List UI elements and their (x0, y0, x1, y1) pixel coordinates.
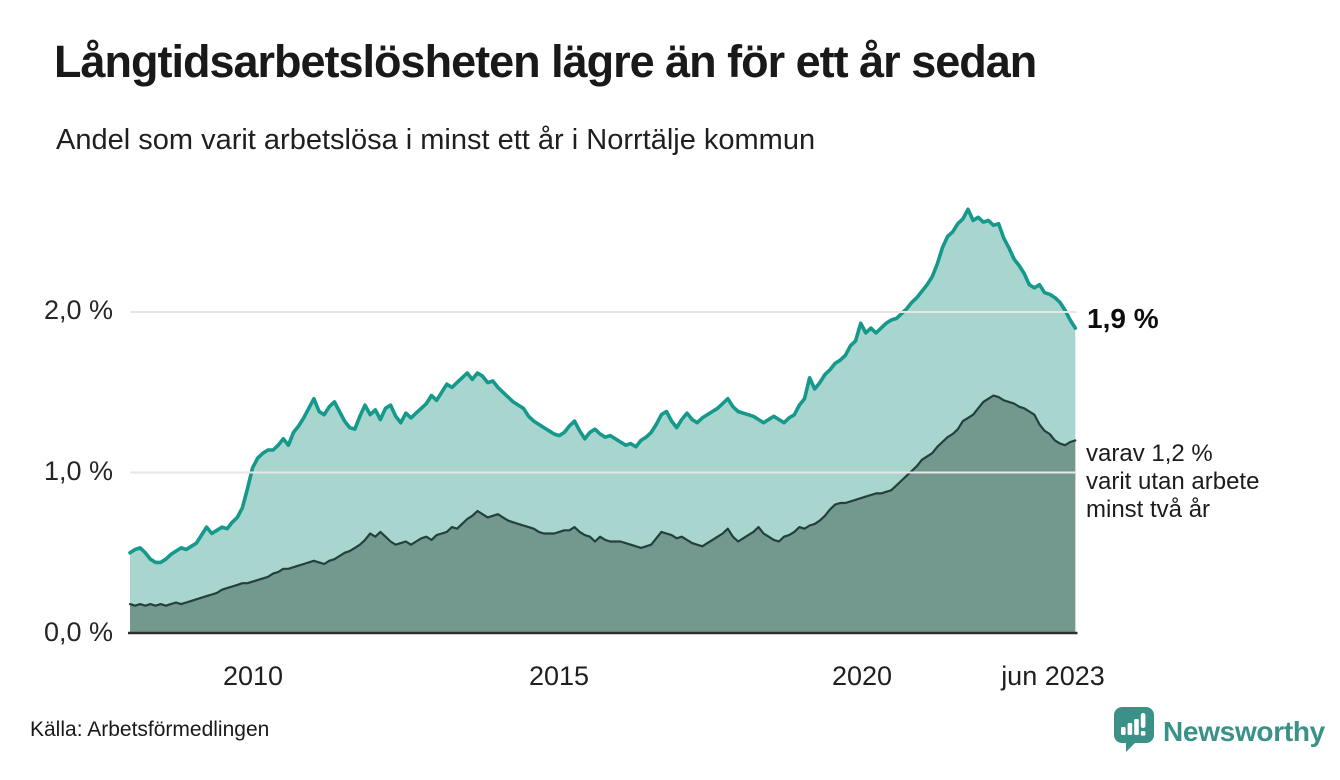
x-axis-tick-2010: 2010 (222, 661, 284, 691)
x-axis-tick-jun-2023: jun 2023 (1001, 661, 1105, 691)
area-two-years (130, 395, 1076, 633)
annotation-line-1: varav 1,2 % (1086, 440, 1213, 467)
speech-bubble-bar-chart-icon (1112, 706, 1154, 758)
y-axis-tick-0.0: 0,0 % (43, 617, 113, 647)
y-axis-tick-2.0: 2,0 % (43, 295, 113, 325)
x-axis-tick-2015: 2015 (528, 661, 590, 691)
x-axis-tick-2020: 2020 (831, 661, 893, 691)
line-total (128, 207, 1078, 565)
brand-name: Newsworthy (1163, 716, 1325, 747)
y-axis-tick-1.0: 1,0 % (43, 456, 113, 486)
series-two-years-annotation: varav 1,2 % varit utan arbete minst två … (1086, 440, 1259, 524)
page-title: Långtidsarbetslösheten lägre än för ett … (54, 36, 1037, 87)
page-subtitle: Andel som varit arbetslösa i minst ett å… (56, 124, 816, 156)
line-two-years (128, 394, 1077, 607)
annotation-line-2: varit utan arbete (1086, 468, 1260, 495)
newsworthy-logo[interactable]: Newsworthy (1112, 706, 1325, 758)
annotation-line-3: minst två år (1086, 496, 1211, 523)
source-note: Källa: Arbetsförmedlingen (30, 718, 270, 741)
series-total-end-value-label: 1,9 % (1087, 303, 1159, 334)
